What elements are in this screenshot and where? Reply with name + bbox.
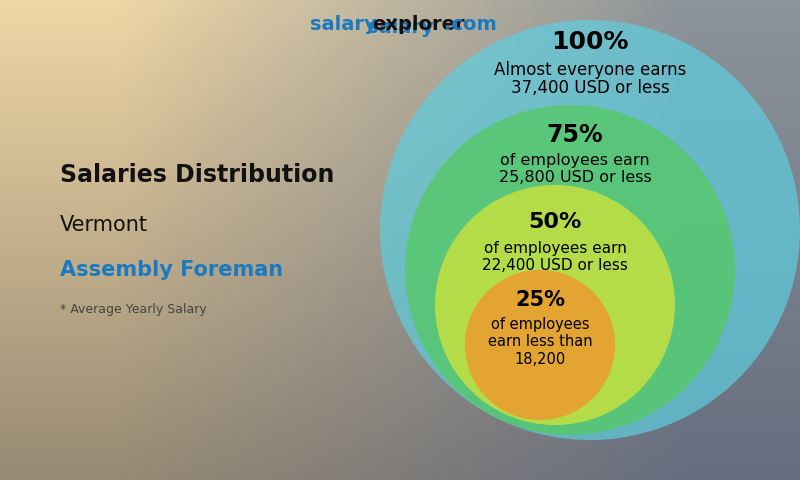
Circle shape bbox=[435, 185, 675, 425]
Text: 50%: 50% bbox=[528, 212, 582, 232]
Text: 22,400 USD or less: 22,400 USD or less bbox=[482, 257, 628, 273]
Text: explorer: explorer bbox=[372, 15, 465, 34]
Text: .com: .com bbox=[444, 15, 497, 34]
Text: of employees: of employees bbox=[490, 317, 590, 333]
Text: earn less than: earn less than bbox=[488, 335, 592, 349]
Text: * Average Yearly Salary: * Average Yearly Salary bbox=[60, 303, 206, 316]
Text: of employees earn: of employees earn bbox=[500, 154, 650, 168]
Text: salary: salary bbox=[310, 15, 377, 34]
Text: Assembly Foreman: Assembly Foreman bbox=[60, 260, 283, 280]
Text: 37,400 USD or less: 37,400 USD or less bbox=[510, 79, 670, 97]
Text: 100%: 100% bbox=[551, 30, 629, 54]
Text: salary: salary bbox=[366, 18, 434, 37]
Text: Vermont: Vermont bbox=[60, 215, 148, 235]
Text: 75%: 75% bbox=[546, 123, 603, 147]
Text: 25,800 USD or less: 25,800 USD or less bbox=[498, 170, 651, 185]
Text: 18,200: 18,200 bbox=[514, 352, 566, 368]
Text: Almost everyone earns: Almost everyone earns bbox=[494, 61, 686, 79]
Circle shape bbox=[465, 270, 615, 420]
Text: of employees earn: of employees earn bbox=[483, 240, 626, 255]
Circle shape bbox=[405, 105, 735, 435]
Circle shape bbox=[380, 20, 800, 440]
Text: Salaries Distribution: Salaries Distribution bbox=[60, 163, 334, 187]
Text: 25%: 25% bbox=[515, 290, 565, 310]
